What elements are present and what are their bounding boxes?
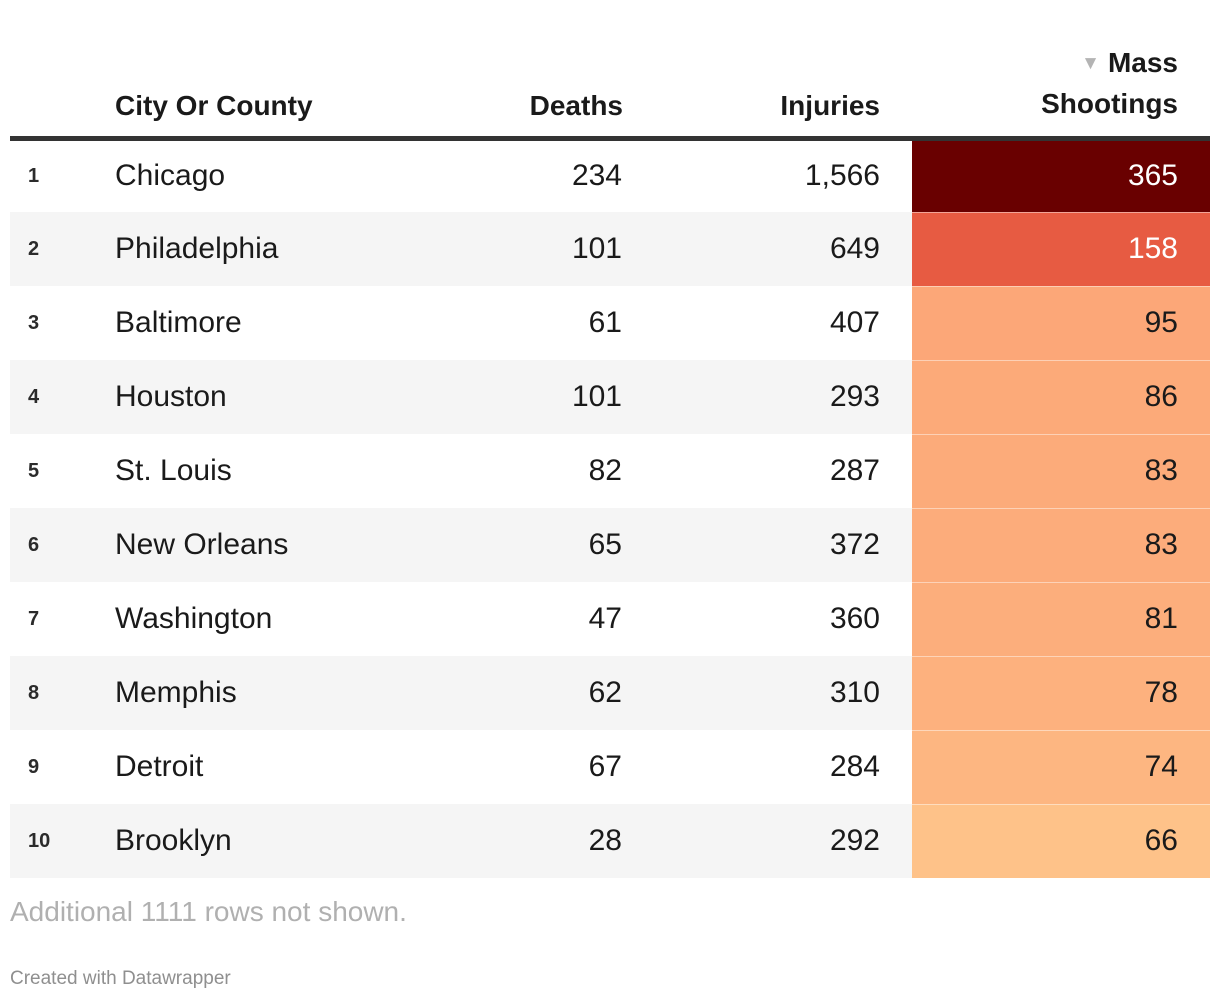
table-row: 10 Brooklyn 28 292 66	[10, 804, 1210, 878]
table-header: City Or County Deaths Injuries ▼ Mass Sho…	[10, 0, 1210, 141]
header-city-or-county[interactable]: City Or County	[105, 0, 425, 141]
city-cell: Brooklyn	[105, 804, 425, 878]
injuries-cell: 360	[829, 602, 880, 635]
deaths-cell: 62	[425, 656, 623, 730]
deaths-cell: 61	[588, 306, 622, 339]
injuries-cell: 287	[829, 454, 880, 487]
city-cell: Memphis	[105, 656, 425, 730]
city-cell: Chicago	[115, 159, 226, 193]
rank-cell: 6	[10, 508, 105, 582]
city-cell: St. Louis	[115, 454, 232, 487]
table-row: 8 Memphis 62 310 78	[10, 656, 1210, 730]
header-injuries[interactable]: Injuries	[623, 0, 912, 141]
rank-cell: 3	[28, 311, 40, 334]
injuries-cell: 293	[623, 360, 912, 434]
deaths-cell: 28	[425, 804, 623, 878]
rank-cell: 5	[28, 459, 40, 482]
city-cell: Baltimore	[115, 306, 242, 339]
mass-shootings-cell: 66	[912, 804, 1210, 878]
deaths-cell: 47	[588, 602, 622, 635]
injuries-cell: 292	[623, 804, 912, 878]
city-cell: Washington	[115, 602, 273, 635]
injuries-cell: 1,566	[804, 159, 880, 193]
rows-not-shown-note: Additional 1111 rows not shown.	[10, 896, 407, 927]
mass-shootings-table: City Or County Deaths Injuries ▼ Mass Sho…	[10, 0, 1210, 878]
header-rank	[10, 0, 105, 141]
injuries-cell: 284	[829, 750, 880, 783]
header-mass-line2: Shootings	[1041, 87, 1178, 119]
table-row: 5 St. Louis 82 287 83	[10, 434, 1210, 508]
header-row: City Or County Deaths Injuries ▼ Mass Sho…	[10, 0, 1210, 141]
injuries-cell: 310	[623, 656, 912, 730]
deaths-cell: 82	[588, 454, 622, 487]
mass-shootings-cell: 78	[912, 656, 1210, 730]
header-mass-shootings[interactable]: ▼ Mass Shootings	[912, 0, 1210, 141]
rank-cell: 2	[10, 212, 105, 286]
datawrapper-attribution-link[interactable]: Created with Datawrapper	[10, 968, 231, 990]
rank-cell: 9	[28, 755, 40, 778]
mass-shootings-cell: 86	[912, 360, 1210, 434]
injuries-cell: 649	[623, 212, 912, 286]
rank-cell: 8	[10, 656, 105, 730]
mass-shootings-cell: 74	[912, 730, 1210, 804]
mass-shootings-cell: 365	[912, 138, 1210, 212]
deaths-cell: 65	[425, 508, 623, 582]
deaths-cell: 67	[588, 750, 622, 783]
table-row: 6 New Orleans 65 372 83	[10, 508, 1210, 582]
sort-descending-icon: ▼	[1081, 52, 1100, 74]
mass-shootings-cell: 83	[912, 434, 1210, 508]
injuries-cell: 372	[623, 508, 912, 582]
table-row: 4 Houston 101 293 86	[10, 360, 1210, 434]
city-cell: Philadelphia	[105, 212, 425, 286]
table-row: 3 Baltimore 61 407 95	[10, 286, 1210, 360]
rank-cell: 10	[10, 804, 105, 878]
mass-shootings-cell: 81	[912, 582, 1210, 656]
injuries-cell: 407	[829, 306, 880, 339]
rank-cell: 1	[28, 164, 40, 187]
city-cell: New Orleans	[105, 508, 425, 582]
table-row: 1 Chicago 234 1,566 365	[10, 138, 1210, 212]
deaths-cell: 234	[571, 159, 622, 193]
table-row: 2 Philadelphia 101 649 158	[10, 212, 1210, 286]
mass-shootings-cell: 95	[912, 286, 1210, 360]
deaths-cell: 101	[425, 360, 623, 434]
mass-shootings-cell: 83	[912, 508, 1210, 582]
mass-shootings-cell: 158	[912, 212, 1210, 286]
rank-cell: 4	[10, 360, 105, 434]
table-body: 1 Chicago 234 1,566 365 2 Philadelphia 1…	[10, 138, 1210, 878]
header-mass-line1: Mass	[1107, 46, 1178, 78]
city-cell: Detroit	[115, 750, 204, 783]
rank-cell: 7	[28, 607, 40, 630]
city-cell: Houston	[105, 360, 425, 434]
deaths-cell: 101	[425, 212, 623, 286]
table-row: 7 Washington 47 360 81	[10, 582, 1210, 656]
header-deaths[interactable]: Deaths	[425, 0, 623, 141]
table-row: 9 Detroit 67 284 74	[10, 730, 1210, 804]
